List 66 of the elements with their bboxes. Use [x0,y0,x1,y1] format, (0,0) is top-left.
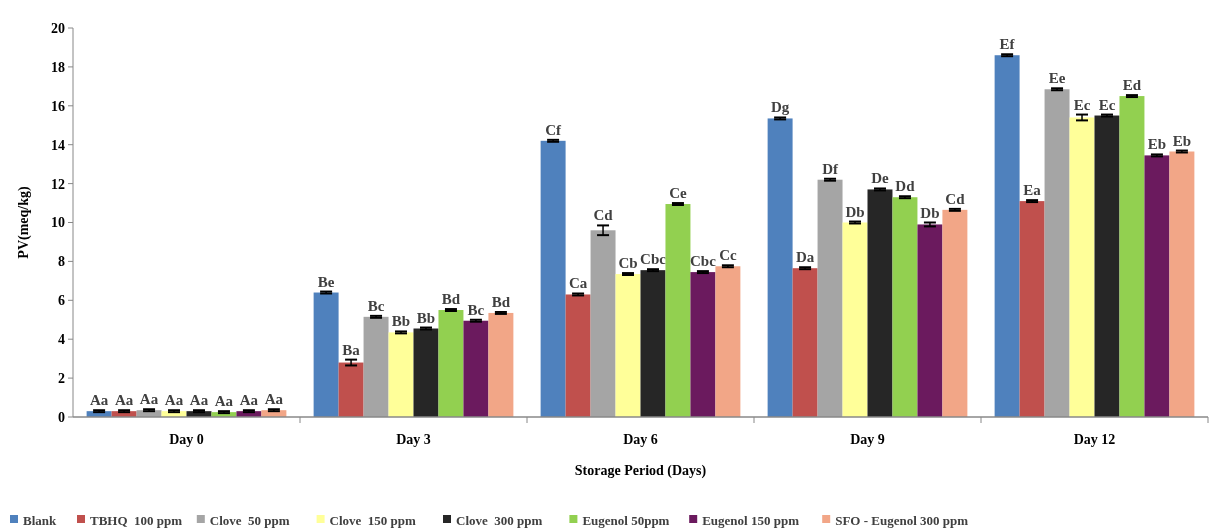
data-label: Aa [239,392,259,409]
legend-label: Clove 300 ppm [456,513,543,528]
data-label: Bb [391,313,411,330]
y-tick-label: 16 [51,98,65,114]
y-tick-label: 6 [58,293,65,309]
x-tick-label: Day 3 [396,432,431,447]
data-label: Ec [1098,96,1116,113]
data-label: Cd [945,190,966,207]
data-label: Da [795,249,815,266]
legend-label: Clove 50 ppm [209,513,290,528]
x-tick-label: Day 12 [1073,432,1116,447]
data-label: Dd [895,178,916,195]
legend-label: Eugenol 50ppm [582,513,670,528]
y-tick-label: 12 [51,176,65,192]
y-tick-label: 10 [51,215,65,231]
data-label: Ee [1048,70,1066,87]
data-label: Cbc [690,253,717,270]
data-label: Bd [491,293,511,310]
y-tick-label: 20 [51,20,65,36]
y-tick-label: 0 [58,409,65,425]
data-label: Cf [545,121,563,138]
data-label: Cbc [640,251,667,268]
data-label: Ef [999,36,1016,53]
y-tick-label: 8 [58,254,65,270]
legend-label: TBHQ 100 ppm [90,513,183,528]
x-tick-label: Day 0 [169,432,204,447]
data-label: Aa [89,392,109,409]
data-label: Eb [1172,132,1192,149]
data-label: Bc [467,301,485,318]
data-label: Cc [719,247,737,264]
data-label: Db [920,204,940,221]
y-tick-label: 18 [51,59,65,75]
data-label: Aa [214,393,234,410]
y-tick-label: 2 [58,371,65,386]
y-tick-label: 4 [58,332,65,348]
data-label: Ce [669,185,688,202]
data-label: Db [845,203,865,220]
data-label: Be [317,273,335,290]
data-label: Aa [139,391,159,408]
data-label: Ba [342,341,361,358]
data-label: Cd [593,207,614,224]
data-label: Eb [1147,136,1167,153]
data-label: Bd [441,291,461,308]
data-label: Bb [416,309,436,326]
legend-label: SFO - Eugenol 300 ppm [835,513,969,528]
data-label: Bc [367,297,385,314]
x-axis-title: Storage Period (Days) [574,463,707,479]
legend-label: Eugenol 150 ppm [702,513,800,528]
y-axis-title: PV(meq/kg) [16,186,32,259]
y-tick-label: 14 [51,137,65,153]
data-label: Df [822,160,839,177]
data-label: Ea [1023,182,1042,199]
data-label: Ca [568,275,588,292]
legend-label: Clove 150 ppm [329,513,417,528]
data-label: Cb [618,255,638,272]
data-label: Aa [164,392,184,409]
data-label: Dg [770,99,790,116]
x-tick-label: Day 9 [850,432,885,447]
legend-label: Blank [23,513,58,528]
data-label: Aa [114,392,134,409]
data-label: Ed [1122,77,1142,94]
data-label: Aa [264,391,284,408]
x-tick-label: Day 6 [623,432,658,447]
data-label: Ec [1073,96,1091,113]
data-label: De [871,170,890,187]
data-label: Aa [189,392,209,409]
